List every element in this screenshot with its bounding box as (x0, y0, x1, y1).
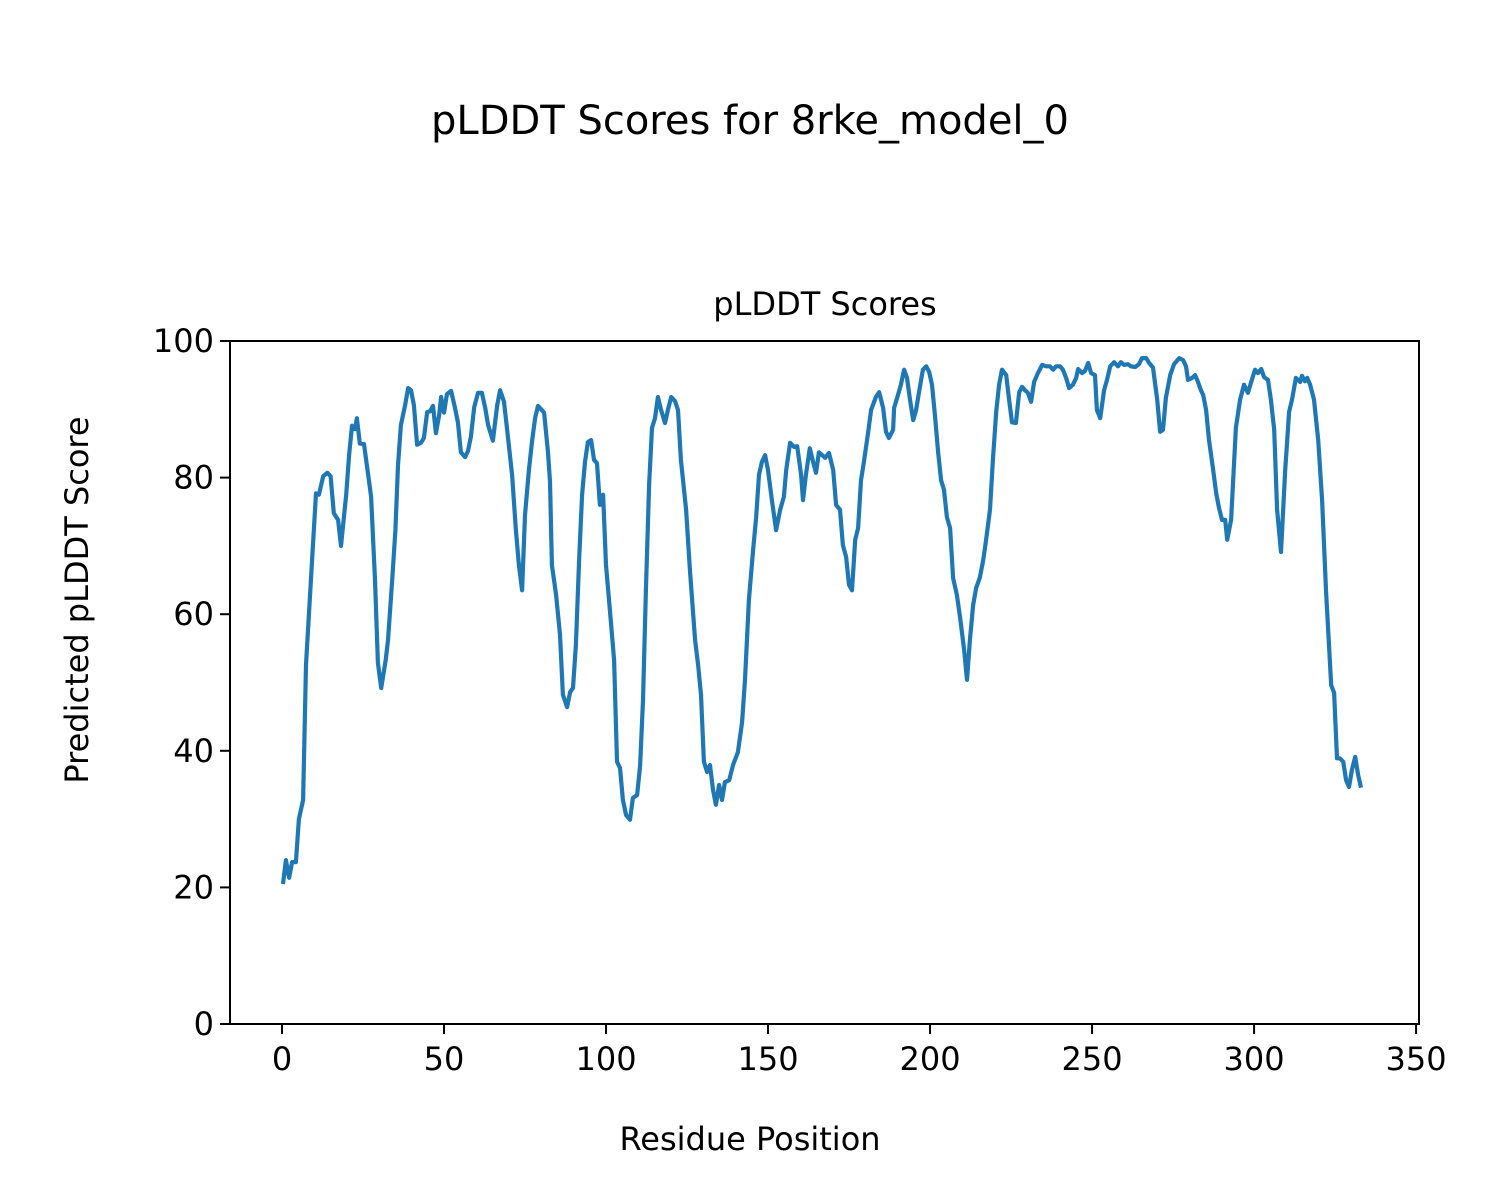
y-axis-label: Predicted pLDDT Score (58, 416, 96, 783)
axes-title: pLDDT Scores (713, 285, 936, 323)
y-tick-label: 40 (173, 732, 214, 770)
axis-ticks: 0 50 100 150 200 250 300 350 0 20 40 60 80 100 (153, 322, 1447, 1078)
axes-frame (229, 340, 1420, 1025)
y-tick-label: 100 (153, 322, 214, 360)
figure-suptitle: pLDDT Scores for 8rke_model_0 (431, 98, 1069, 144)
x-tick-label: 100 (575, 1040, 636, 1078)
series-line-plddt (280, 356, 1364, 885)
x-tick-label: 0 (272, 1040, 292, 1078)
y-tick-label: 20 (173, 868, 214, 906)
series-layer (280, 356, 1364, 885)
x-tick-label: 300 (1224, 1040, 1285, 1078)
x-axis-label: Residue Position (619, 1120, 880, 1158)
x-tick-label: 200 (900, 1040, 961, 1078)
x-tick-label: 50 (424, 1040, 465, 1078)
x-tick-label: 150 (738, 1040, 799, 1078)
y-tick-label: 60 (173, 595, 214, 633)
y-tick-label: 80 (173, 459, 214, 497)
x-tick-label: 350 (1386, 1040, 1447, 1078)
x-tick-label: 250 (1062, 1040, 1123, 1078)
y-tick-label: 0 (194, 1005, 214, 1043)
